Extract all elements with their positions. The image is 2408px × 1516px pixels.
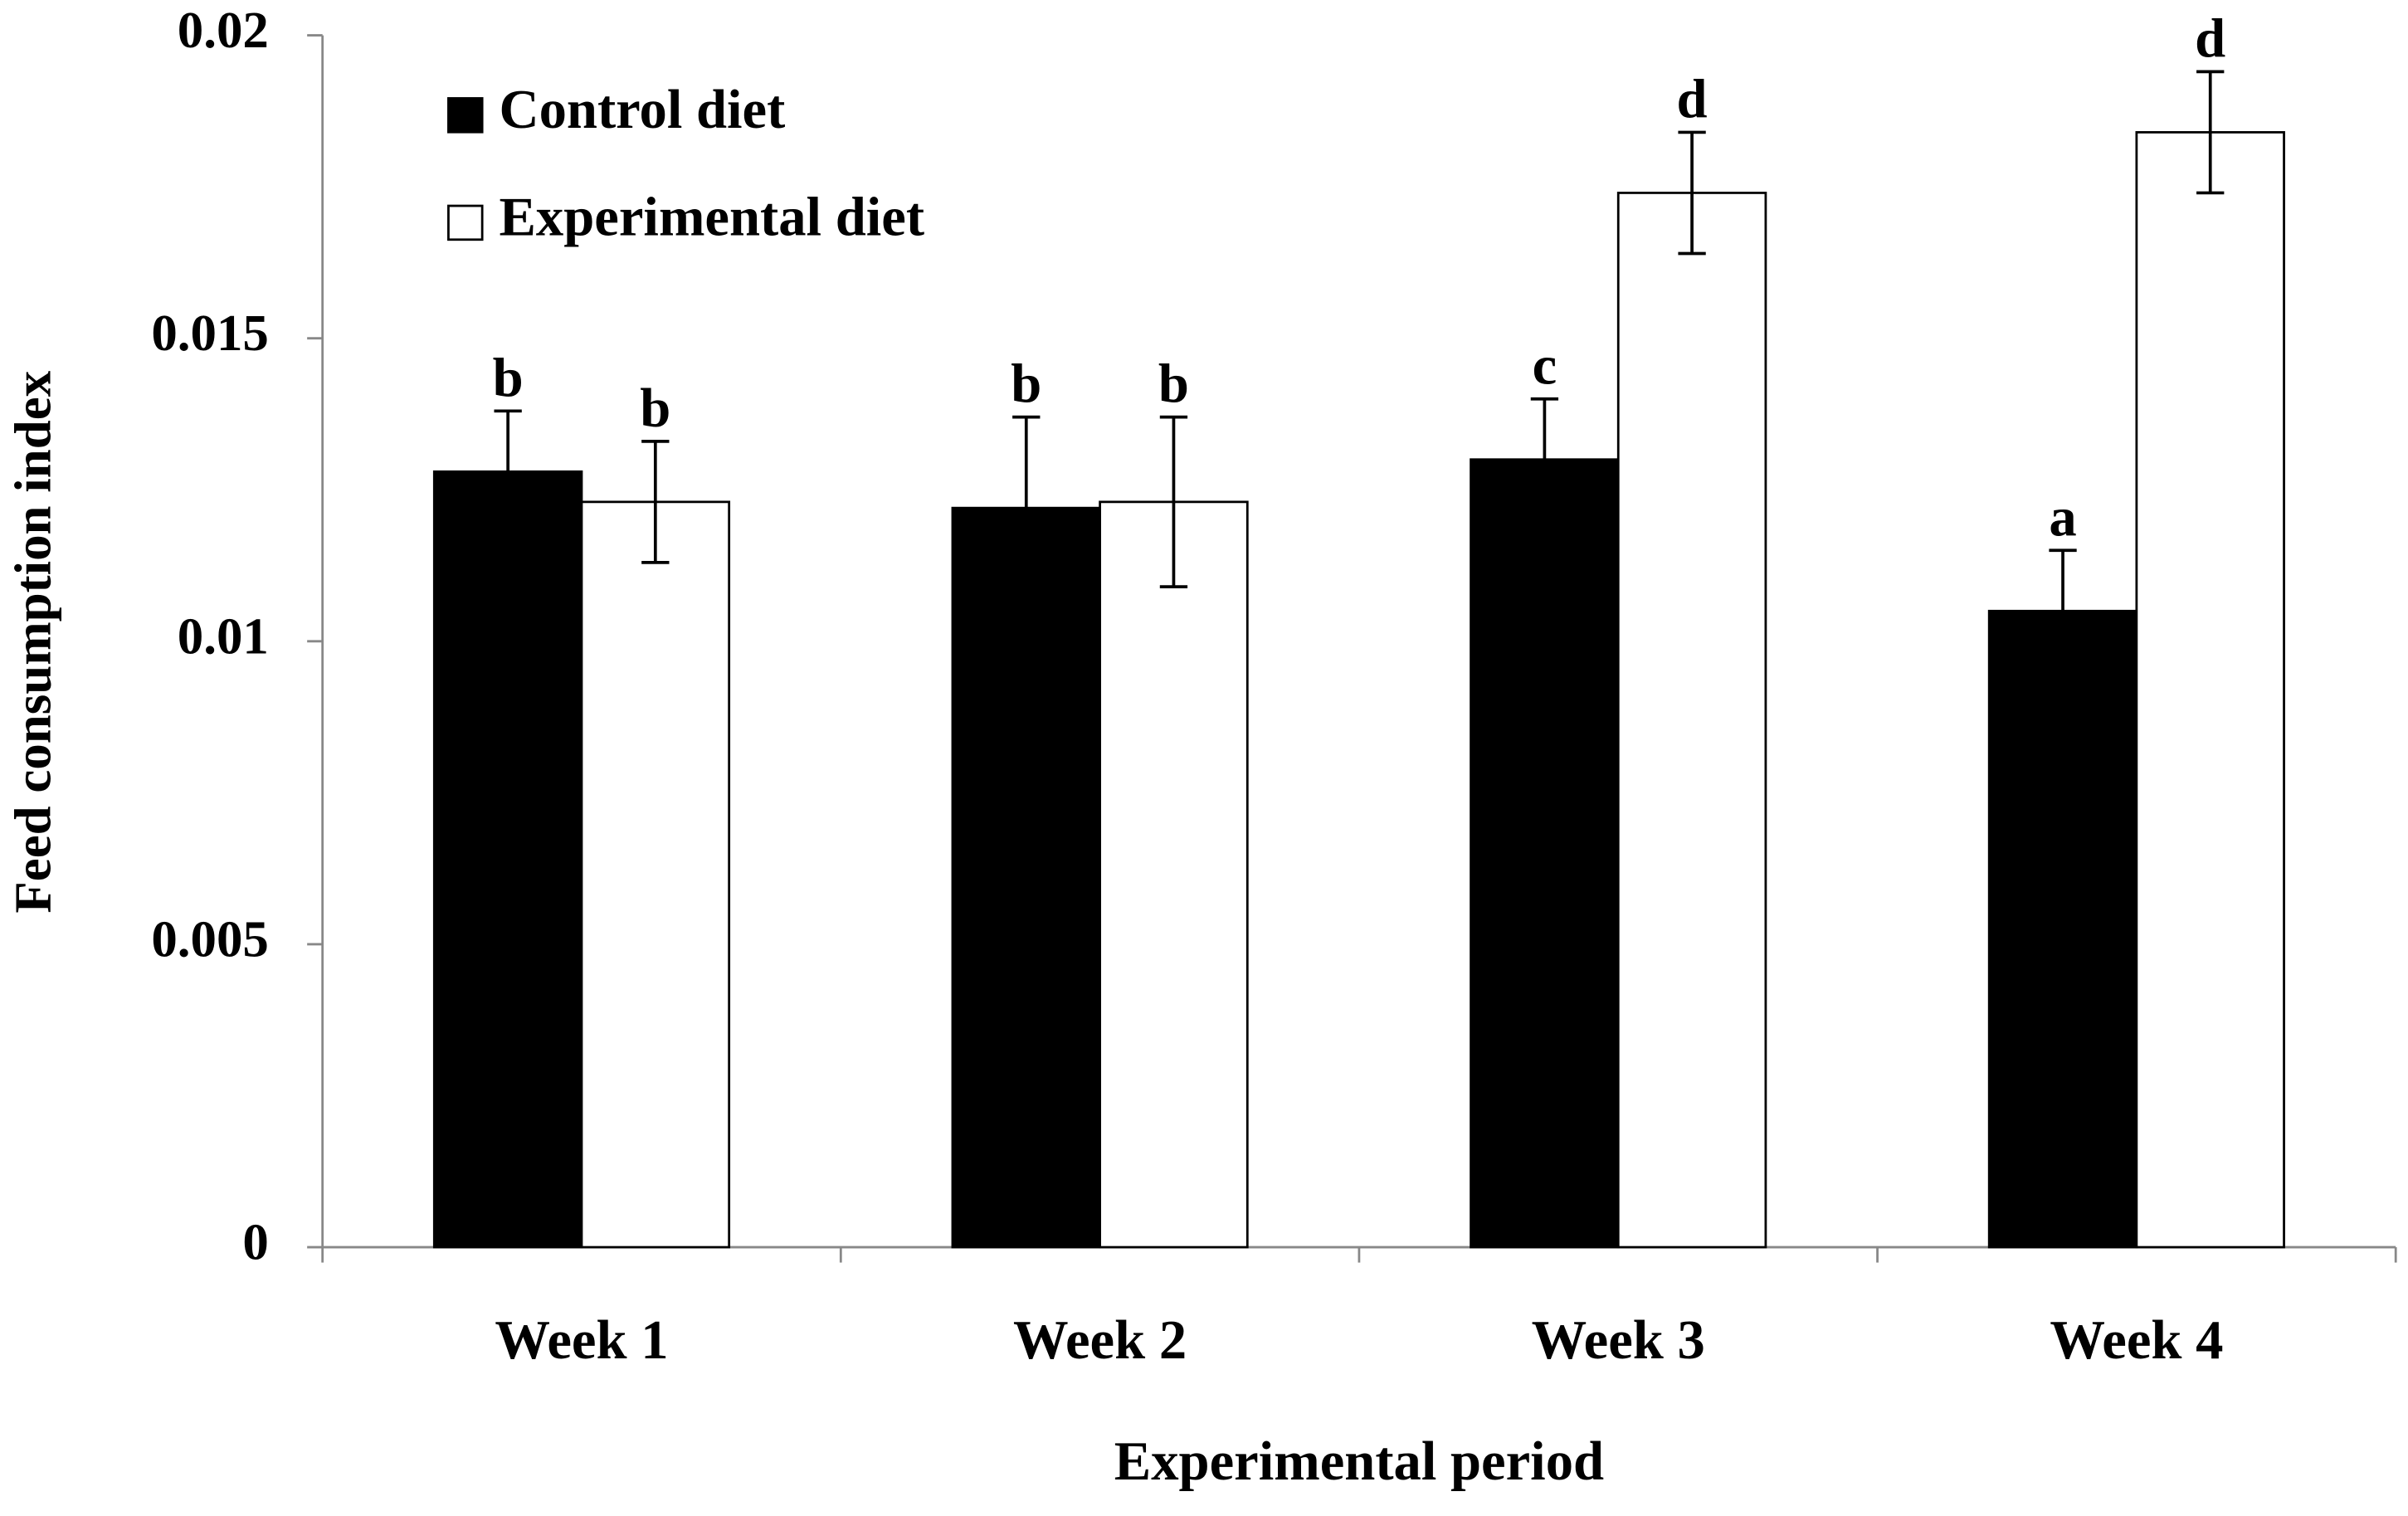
x-tick-label: Week 1 bbox=[495, 1310, 668, 1371]
significance-letter: b bbox=[1011, 354, 1041, 415]
bar bbox=[2135, 131, 2285, 1249]
y-tick-label: 0.01 bbox=[178, 607, 269, 665]
significance-letter: a bbox=[2049, 487, 2076, 548]
significance-letter: b bbox=[640, 378, 670, 439]
significance-letter: d bbox=[1677, 69, 1708, 129]
y-tick-label: 0.015 bbox=[151, 304, 269, 362]
bar bbox=[1616, 192, 1767, 1249]
y-tick-label: 0.005 bbox=[151, 909, 269, 968]
x-tick-label: Week 2 bbox=[1013, 1310, 1187, 1371]
bar bbox=[951, 506, 1101, 1249]
significance-letter: c bbox=[1533, 336, 1557, 397]
bar bbox=[580, 500, 731, 1249]
bar bbox=[1099, 500, 1249, 1249]
bar bbox=[1987, 609, 2138, 1249]
legend-swatch bbox=[447, 97, 484, 134]
significance-letter: b bbox=[493, 348, 524, 408]
x-tick-label: Week 4 bbox=[2050, 1310, 2223, 1371]
x-tick-label: Week 3 bbox=[1532, 1310, 1705, 1371]
y-tick-label: 0 bbox=[242, 1212, 268, 1270]
legend-swatch bbox=[447, 204, 484, 241]
bar bbox=[1470, 458, 1620, 1249]
legend-label: Experimental diet bbox=[499, 188, 924, 248]
x-axis-title: Experimental period bbox=[1114, 1431, 1604, 1492]
legend-label: Control diet bbox=[499, 80, 785, 140]
y-axis-title: Feed consumption index bbox=[4, 370, 62, 913]
significance-letter: b bbox=[1158, 354, 1189, 415]
y-tick-label: 0.02 bbox=[178, 1, 269, 59]
significance-letter: d bbox=[2195, 8, 2225, 69]
bar bbox=[432, 470, 583, 1249]
